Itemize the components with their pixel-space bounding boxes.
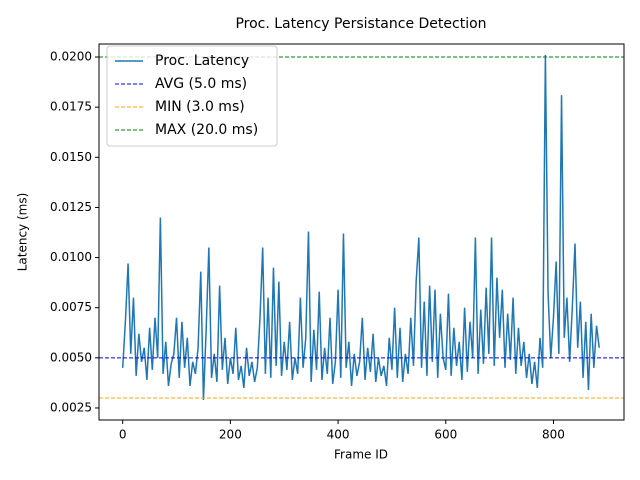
legend-box <box>106 45 278 147</box>
y-axis-label: Latency (ms) <box>16 193 30 272</box>
plot-frame <box>98 43 625 421</box>
x-tick-label: 600 <box>434 428 457 442</box>
x-tick-label: 400 <box>327 428 350 442</box>
y-tick-label: 0.0050 <box>50 350 92 364</box>
x-tick-label: 800 <box>542 428 565 442</box>
x-axis-label: Frame ID <box>334 448 388 462</box>
legend-label: MAX (20.0 ms) <box>155 122 258 138</box>
y-tick-label: 0.0025 <box>50 400 92 414</box>
y-tick-label: 0.0125 <box>50 200 92 214</box>
legend-label: MIN (3.0 ms) <box>155 99 245 115</box>
x-tick-label: 200 <box>219 428 242 442</box>
y-tick-label: 0.0175 <box>50 100 92 114</box>
y-tick-label: 0.0100 <box>50 250 92 264</box>
y-tick-label: 0.0200 <box>50 50 92 64</box>
y-tick-label: 0.0075 <box>50 300 92 314</box>
legend-label: AVG (5.0 ms) <box>155 76 247 92</box>
x-tick-label: 0 <box>119 428 127 442</box>
chart-title: Proc. Latency Persistance Detection <box>235 16 486 32</box>
legend-label: Proc. Latency <box>155 53 249 69</box>
y-tick-label: 0.0150 <box>50 150 92 164</box>
data-line <box>121 55 600 400</box>
